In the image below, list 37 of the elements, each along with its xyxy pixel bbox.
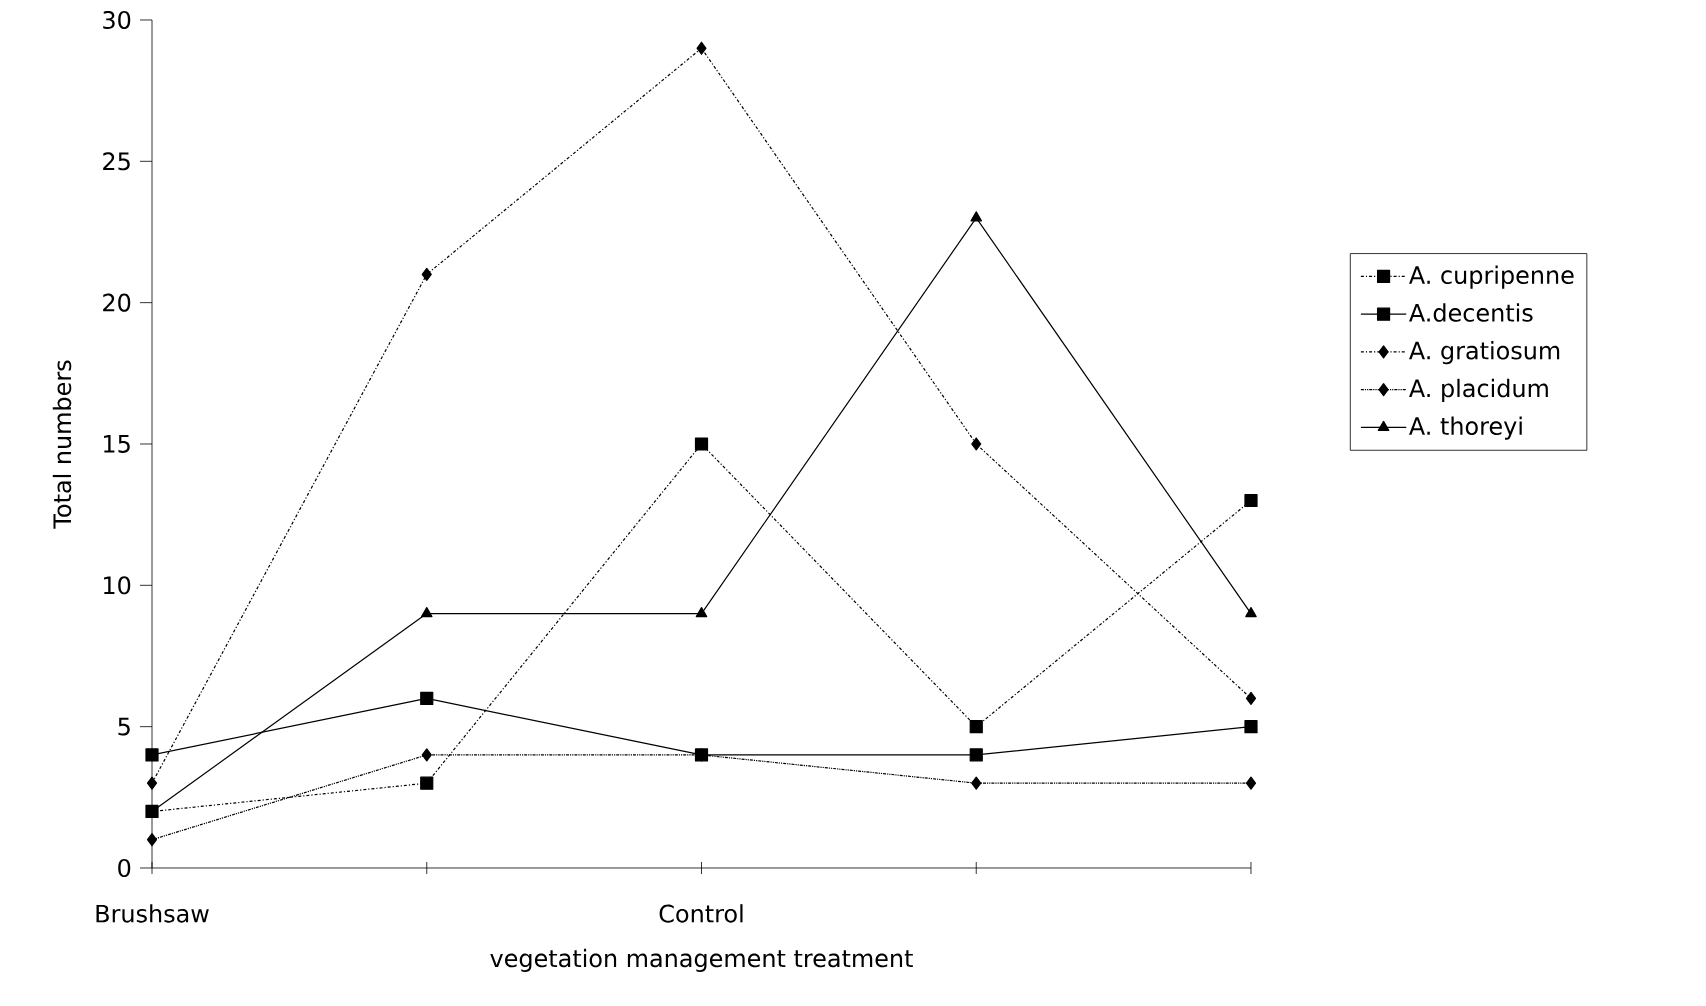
point bbox=[971, 776, 982, 790]
point bbox=[421, 748, 432, 762]
y-tick-label: 25 bbox=[103, 152, 130, 171]
y-axis-title: Total numbers bbox=[52, 360, 72, 529]
point bbox=[970, 211, 983, 222]
point bbox=[971, 437, 982, 451]
point bbox=[969, 748, 983, 762]
point bbox=[146, 776, 158, 790]
point bbox=[696, 41, 707, 55]
point bbox=[421, 267, 432, 281]
point bbox=[420, 606, 433, 618]
point bbox=[695, 606, 708, 618]
legend-label: A. thoreyi bbox=[1409, 416, 1522, 440]
x-tick-label: Brushsaw bbox=[96, 904, 209, 923]
point bbox=[1245, 691, 1257, 705]
legend-label: A. placidum bbox=[1409, 378, 1548, 402]
x-axis-title: vegetation management treatment bbox=[490, 948, 913, 972]
point bbox=[1245, 606, 1257, 618]
y-tick-label: 0 bbox=[118, 858, 131, 878]
y-tick-label: 5 bbox=[118, 717, 130, 736]
point bbox=[146, 833, 158, 847]
point bbox=[1245, 776, 1257, 790]
legend-label: A.decentis bbox=[1409, 303, 1533, 322]
legend-label: A. gratiosum bbox=[1409, 341, 1560, 365]
point bbox=[145, 748, 159, 762]
y-tick-label: 20 bbox=[103, 293, 131, 312]
point bbox=[420, 776, 434, 790]
point bbox=[1244, 720, 1258, 734]
point bbox=[420, 691, 434, 705]
y-tick-label: 30 bbox=[103, 10, 131, 30]
point bbox=[1244, 493, 1258, 508]
x-tick-label: Control bbox=[659, 904, 743, 923]
point bbox=[969, 720, 983, 734]
y-tick-label: 15 bbox=[104, 435, 130, 453]
point bbox=[694, 437, 709, 451]
legend-label: A. cupripenne bbox=[1409, 265, 1574, 289]
y-tick-label: 10 bbox=[104, 576, 131, 595]
